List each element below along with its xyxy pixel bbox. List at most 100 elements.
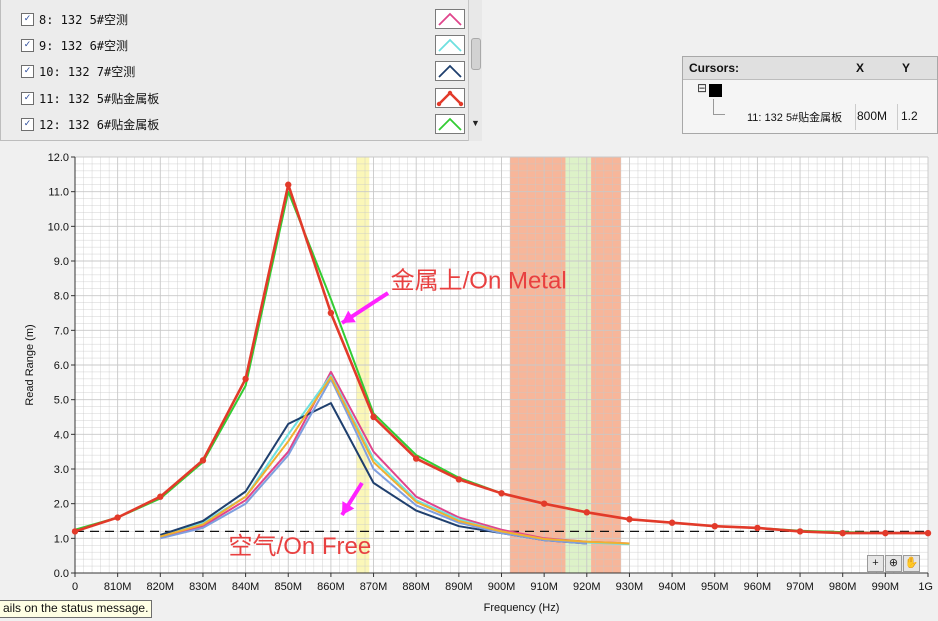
- y-tick-label: 5.0: [54, 395, 69, 407]
- legend-item-label: 10: 132 7#空测: [39, 64, 136, 79]
- series-point: [157, 493, 164, 500]
- legend-line-icon: [438, 12, 462, 26]
- x-tick-label: 980M: [829, 581, 857, 593]
- cursor-row-name: 11: 132 5#贴金属板: [747, 112, 843, 124]
- y-tick-label: 0.0: [54, 568, 69, 580]
- x-axis-label: Frequency (Hz): [484, 602, 560, 614]
- cursor-move-icon[interactable]: +: [867, 555, 884, 572]
- y-tick-label: 8.0: [54, 291, 69, 303]
- legend-checkbox[interactable]: ✓: [21, 12, 34, 26]
- legend-plot-swatch[interactable]: [435, 88, 465, 108]
- x-tick-label: 960M: [744, 581, 772, 593]
- x-tick-label: 1G: [918, 581, 933, 593]
- legend-line-icon: [438, 64, 462, 78]
- series-point: [285, 181, 292, 188]
- x-tick-label: 830M: [189, 581, 217, 593]
- series-point: [668, 519, 676, 526]
- x-tick-label: 970M: [786, 581, 814, 593]
- series-point: [754, 524, 761, 532]
- series-point: [114, 514, 121, 521]
- legend-item-label: 11: 132 5#贴金属板: [39, 91, 160, 106]
- x-tick-label: 850M: [274, 581, 302, 593]
- series-line: [160, 376, 630, 545]
- y-tick-label: 4.0: [54, 429, 69, 441]
- annotation-arrowhead: [342, 310, 356, 323]
- y-axis-label: Read Range (m): [24, 324, 36, 405]
- cursor-header: Cursors: X Y: [683, 57, 937, 80]
- legend-scrollbar[interactable]: ▼: [468, 0, 482, 141]
- series-point: [626, 516, 633, 523]
- x-tick-label: 860M: [317, 581, 345, 593]
- x-tick-label: 0: [72, 581, 78, 593]
- y-tick-label: 10.0: [48, 221, 69, 233]
- x-tick-label: 920M: [573, 581, 601, 593]
- legend-item[interactable]: ✓ 9: 132 6#空测: [21, 34, 128, 56]
- annotation-label: 金属上/On Metal: [391, 268, 567, 295]
- legend-checkbox[interactable]: ✓: [21, 117, 34, 131]
- legend-item-label: 8: 132 5#空测: [39, 12, 129, 27]
- legend-item[interactable]: ✓ 12: 132 6#贴金属板: [21, 113, 159, 135]
- legend-plot-swatch[interactable]: [435, 61, 465, 81]
- x-tick-label: 900M: [488, 581, 516, 593]
- y-tick-label: 1.0: [54, 533, 69, 545]
- x-tick-label: 930M: [616, 581, 644, 593]
- legend-line-icon: [438, 117, 462, 131]
- y-tick-label: 6.0: [54, 360, 69, 372]
- y-tick-label: 11.0: [48, 187, 69, 199]
- x-tick-label: 910M: [530, 581, 558, 593]
- series-point: [498, 490, 505, 497]
- series-point: [540, 500, 548, 507]
- series-point: [71, 528, 79, 535]
- legend-marker-icon: [436, 101, 442, 107]
- cursor-row-y: 1.2: [901, 109, 918, 123]
- legend-marker-icon: [447, 90, 453, 96]
- y-tick-label: 9.0: [54, 256, 69, 268]
- tree-line: [713, 114, 725, 115]
- y-tick-label: 3.0: [54, 464, 69, 476]
- series-point: [455, 476, 463, 483]
- y-tick-label: 7.0: [54, 325, 69, 337]
- cursor-col-divider: [897, 104, 898, 130]
- series-point: [327, 309, 335, 317]
- legend-plot-swatch[interactable]: [435, 114, 465, 134]
- series-line: [160, 377, 587, 545]
- legend-plot-swatch[interactable]: [435, 9, 465, 29]
- annotation-label: 空气/On Free: [229, 533, 372, 560]
- cursor-panel: Cursors: X Y ⊟ 11: 132 5#贴金属板 800M 1.2: [682, 56, 938, 134]
- series-point: [711, 523, 718, 530]
- legend-scroll-thumb[interactable]: [471, 38, 481, 70]
- legend-item-label: 12: 132 6#贴金属板: [39, 117, 160, 132]
- tree-collapse-icon[interactable]: ⊟: [697, 81, 708, 95]
- series-point: [796, 528, 804, 535]
- series-point: [199, 457, 207, 464]
- pan-hand-icon[interactable]: ✋: [903, 555, 920, 572]
- x-tick-label: 950M: [701, 581, 729, 593]
- x-tick-label: 990M: [872, 581, 900, 593]
- legend-checkbox[interactable]: ✓: [21, 64, 34, 78]
- legend-item[interactable]: ✓ 11: 132 5#贴金属板: [21, 87, 159, 109]
- legend-checkbox[interactable]: ✓: [21, 38, 34, 52]
- cursor-row-x: 800M: [857, 109, 888, 123]
- x-tick-label: 840M: [232, 581, 260, 593]
- legend-item[interactable]: ✓ 10: 132 7#空测: [21, 60, 135, 82]
- scroll-down-icon[interactable]: ▼: [471, 118, 480, 128]
- x-tick-label: 870M: [360, 581, 388, 593]
- cursor-title: Cursors:: [689, 61, 740, 75]
- x-tick-label: 810M: [104, 581, 132, 593]
- cursor-col-divider: [855, 104, 856, 130]
- series-point: [839, 529, 846, 537]
- legend-plot-swatch[interactable]: [435, 35, 465, 55]
- graph-palette: + ⊕ ✋: [867, 555, 920, 572]
- series-point: [924, 529, 932, 537]
- series-point: [882, 529, 889, 537]
- read-range-chart[interactable]: 0.0 1.0 2.0 3.0 4.0 5.0 6.0 7.0 8.0 9.0 10.0 11.0 12…: [0, 143, 938, 616]
- legend-item[interactable]: ✓ 8: 132 5#空测: [21, 8, 128, 30]
- annotation-arrowhead: [342, 501, 355, 515]
- zoom-icon[interactable]: ⊕: [885, 555, 902, 572]
- cursor-color-swatch[interactable]: [709, 84, 722, 97]
- tree-line: [713, 99, 714, 115]
- legend-item-label: 9: 132 6#空测: [39, 38, 129, 53]
- legend-checkbox[interactable]: ✓: [21, 91, 34, 105]
- legend-line-icon: [438, 38, 462, 52]
- chart-area: 0.0 1.0 2.0 3.0 4.0 5.0 6.0 7.0 8.0 9.0 10.0 11.0 12…: [0, 143, 938, 616]
